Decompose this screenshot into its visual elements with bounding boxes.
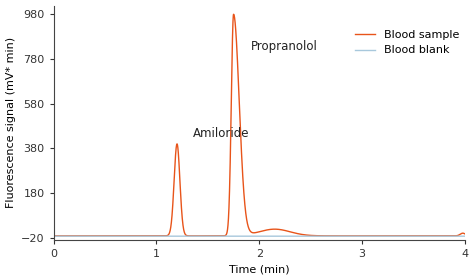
Text: Propranolol: Propranolol [251,40,318,53]
Blood sample [231,13,237,16]
X-axis label: Time (min): Time (min) [229,264,290,274]
Blood sample [72,234,77,237]
Blood blank [462,234,468,238]
Blood sample [312,234,318,237]
Blood blank [294,234,300,238]
Blood blank [378,234,383,238]
Blood sample [356,234,361,237]
Blood sample [462,232,468,235]
Blood sample [294,232,300,235]
Blood sample [51,234,56,237]
Line: Blood sample: Blood sample [54,14,465,236]
Blood blank [356,234,361,238]
Blood blank [200,234,205,238]
Blood sample [378,234,383,237]
Legend: Blood sample, Blood blank: Blood sample, Blood blank [355,30,459,55]
Text: Amiloride: Amiloride [192,127,249,140]
Blood sample [200,234,205,237]
Blood blank [72,234,77,238]
Y-axis label: Fluorescence signal (mV* min): Fluorescence signal (mV* min) [6,37,16,208]
Blood blank [312,234,318,238]
Blood blank [51,234,56,238]
